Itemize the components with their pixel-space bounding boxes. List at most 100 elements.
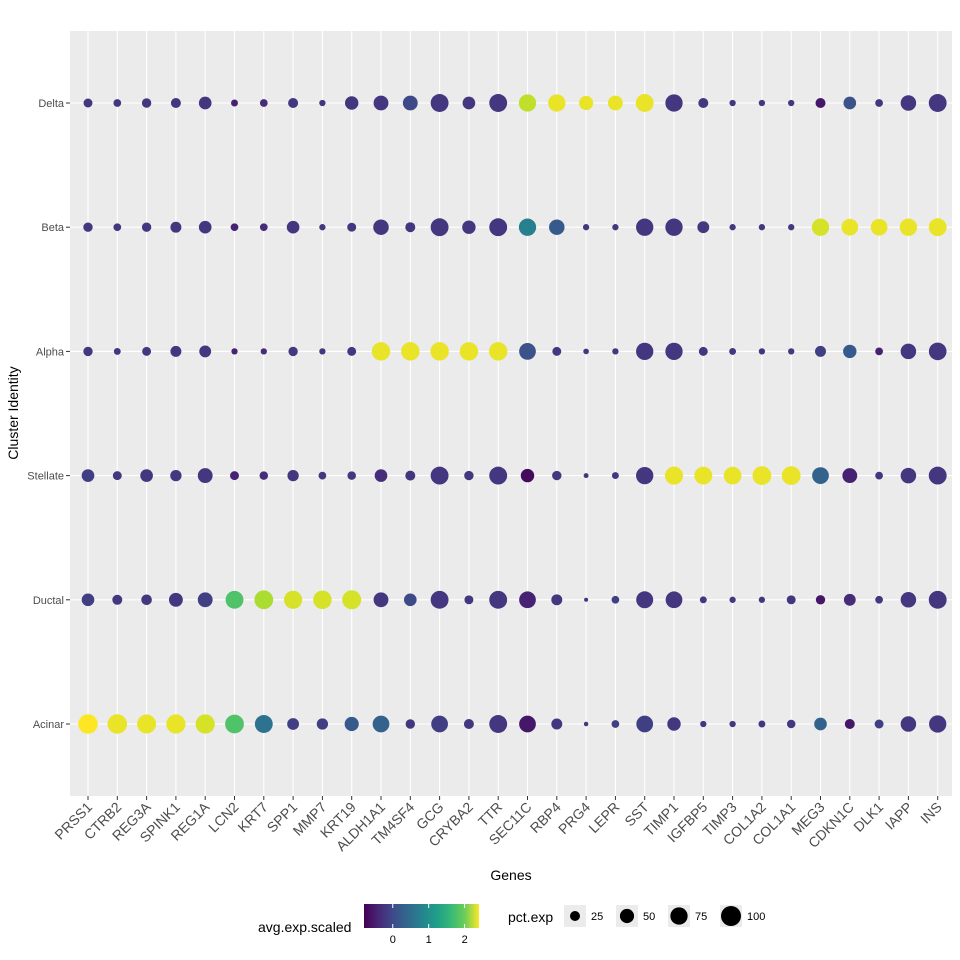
- dot-alpha-tm4sf4: [401, 342, 420, 361]
- dot-delta-cdkn1c: [843, 96, 857, 110]
- dot-alpha-krt19: [347, 346, 357, 356]
- size-key-label: 50: [643, 911, 655, 923]
- dot-acinar-ctrb2: [107, 714, 128, 734]
- dot-stellate-spp1: [287, 469, 299, 482]
- dot-ductal-igfbp5: [699, 596, 707, 604]
- dot-acinar-cryba2: [463, 719, 474, 729]
- size-legend-keys: 25 50 75 100: [564, 905, 765, 927]
- dot-acinar-col1a2: [758, 720, 766, 728]
- dot-ductal-spink1: [168, 592, 183, 607]
- dot-delta-rbp4: [548, 94, 566, 112]
- size-key-dot: [670, 907, 688, 925]
- dot-ductal-ins: [928, 590, 947, 609]
- dot-ductal-dlk1: [875, 595, 883, 604]
- dot-alpha-gcg: [430, 342, 449, 361]
- dot-acinar-reg3a: [137, 714, 157, 734]
- dot-delta-gcg: [430, 94, 449, 112]
- dot-acinar-rbp4: [551, 718, 563, 730]
- dot-beta-gcg: [430, 218, 449, 237]
- y-tick-label: Alpha: [36, 346, 65, 358]
- dot-stellate-aldh1a1: [374, 469, 388, 482]
- dot-delta-col1a2: [758, 99, 766, 107]
- dot-acinar-lepr: [611, 720, 620, 728]
- dot-alpha-dlk1: [875, 347, 883, 356]
- dot-beta-sec11c: [518, 218, 537, 236]
- dot-alpha-ttr: [488, 342, 508, 361]
- dot-beta-col1a1: [788, 224, 795, 231]
- dot-delta-timp1: [665, 94, 683, 112]
- size-legend: pct.exp 25 50 75 100: [508, 905, 765, 927]
- dot-alpha-timp1: [665, 342, 683, 361]
- y-tick-label: Stellate: [27, 471, 64, 483]
- dot-delta-ttr: [489, 94, 508, 112]
- dot-alpha-ins: [928, 342, 947, 361]
- dot-delta-sst: [635, 94, 654, 112]
- dot-beta-spp1: [286, 220, 300, 234]
- dot-acinar-dlk1: [874, 719, 884, 729]
- color-legend-ticks: 0 1 2: [390, 904, 468, 946]
- dot-beta-cdkn1c: [841, 218, 859, 236]
- dot-ductal-col1a1: [786, 595, 796, 605]
- dot-alpha-igfbp5: [698, 346, 708, 356]
- dot-ductal-timp1: [665, 591, 683, 609]
- dot-alpha-reg1a: [199, 345, 212, 358]
- dot-stellate-iapp: [900, 467, 917, 484]
- dot-acinar-tm4sf4: [405, 719, 415, 729]
- dot-ductal-ctrb2: [112, 594, 123, 605]
- dot-stellate-cryba2: [464, 470, 474, 481]
- dot-stellate-lcn2: [230, 471, 239, 481]
- dot-acinar-prg4: [583, 721, 589, 727]
- dot-beta-krt19: [347, 222, 357, 232]
- dot-delta-lcn2: [231, 99, 238, 107]
- dot-stellate-prss1: [81, 469, 95, 482]
- dot-ductal-tm4sf4: [403, 593, 417, 607]
- dot-beta-aldh1a1: [373, 219, 389, 235]
- dot-acinar-spp1: [287, 718, 300, 730]
- plot-panel: [70, 31, 952, 796]
- color-legend-bar: [364, 904, 479, 928]
- dot-beta-mmp7: [319, 224, 326, 231]
- y-tick-label: Beta: [41, 222, 65, 234]
- dot-beta-rbp4: [549, 219, 565, 235]
- dot-ductal-cryba2: [464, 595, 474, 605]
- dot-alpha-prss1: [83, 346, 93, 357]
- dot-stellate-meg3: [812, 467, 829, 484]
- grid-lines: [70, 31, 952, 796]
- dot-ductal-col1a2: [758, 596, 766, 603]
- dot-ductal-rbp4: [551, 594, 563, 606]
- dot-acinar-timp1: [667, 717, 681, 731]
- dot-ductal-cdkn1c: [843, 593, 856, 606]
- dot-alpha-lepr: [612, 348, 619, 355]
- dot-acinar-krt19: [344, 716, 359, 732]
- dot-ductal-lepr: [611, 595, 620, 604]
- dot-stellate-col1a1: [781, 466, 801, 485]
- dot-alpha-rbp4: [552, 346, 562, 356]
- dot-acinar-ttr: [489, 715, 508, 733]
- dot-delta-iapp: [900, 95, 917, 111]
- dot-stellate-timp1: [664, 466, 684, 485]
- dot-stellate-cdkn1c: [842, 468, 858, 484]
- dot-stellate-igfbp5: [694, 466, 713, 485]
- dot-acinar-sst: [636, 715, 654, 733]
- y-tick-label: Delta: [38, 98, 65, 110]
- dot-beta-spink1: [170, 221, 182, 233]
- dot-beta-reg3a: [141, 222, 152, 232]
- data-points: [78, 94, 947, 734]
- dot-acinar-igfbp5: [700, 720, 707, 728]
- dot-stellate-gcg: [430, 466, 449, 485]
- dot-stellate-spink1: [170, 469, 182, 482]
- dot-beta-lepr: [612, 224, 619, 231]
- dot-stellate-rbp4: [552, 470, 562, 481]
- dot-stellate-reg3a: [140, 469, 153, 482]
- dot-acinar-reg1a: [195, 714, 215, 734]
- dot-delta-reg1a: [198, 96, 212, 110]
- size-key-dot: [721, 906, 741, 926]
- dot-beta-reg1a: [198, 220, 212, 234]
- y-axis-ticks: Acinar Ductal Stellate Alpha Beta Delta: [27, 98, 70, 731]
- dot-ductal-sec11c: [519, 591, 536, 609]
- dot-beta-igfbp5: [697, 221, 710, 234]
- dot-acinar-iapp: [900, 716, 917, 732]
- dot-delta-timp3: [729, 99, 736, 107]
- dot-ductal-mmp7: [313, 590, 332, 610]
- dot-stellate-sst: [636, 466, 654, 485]
